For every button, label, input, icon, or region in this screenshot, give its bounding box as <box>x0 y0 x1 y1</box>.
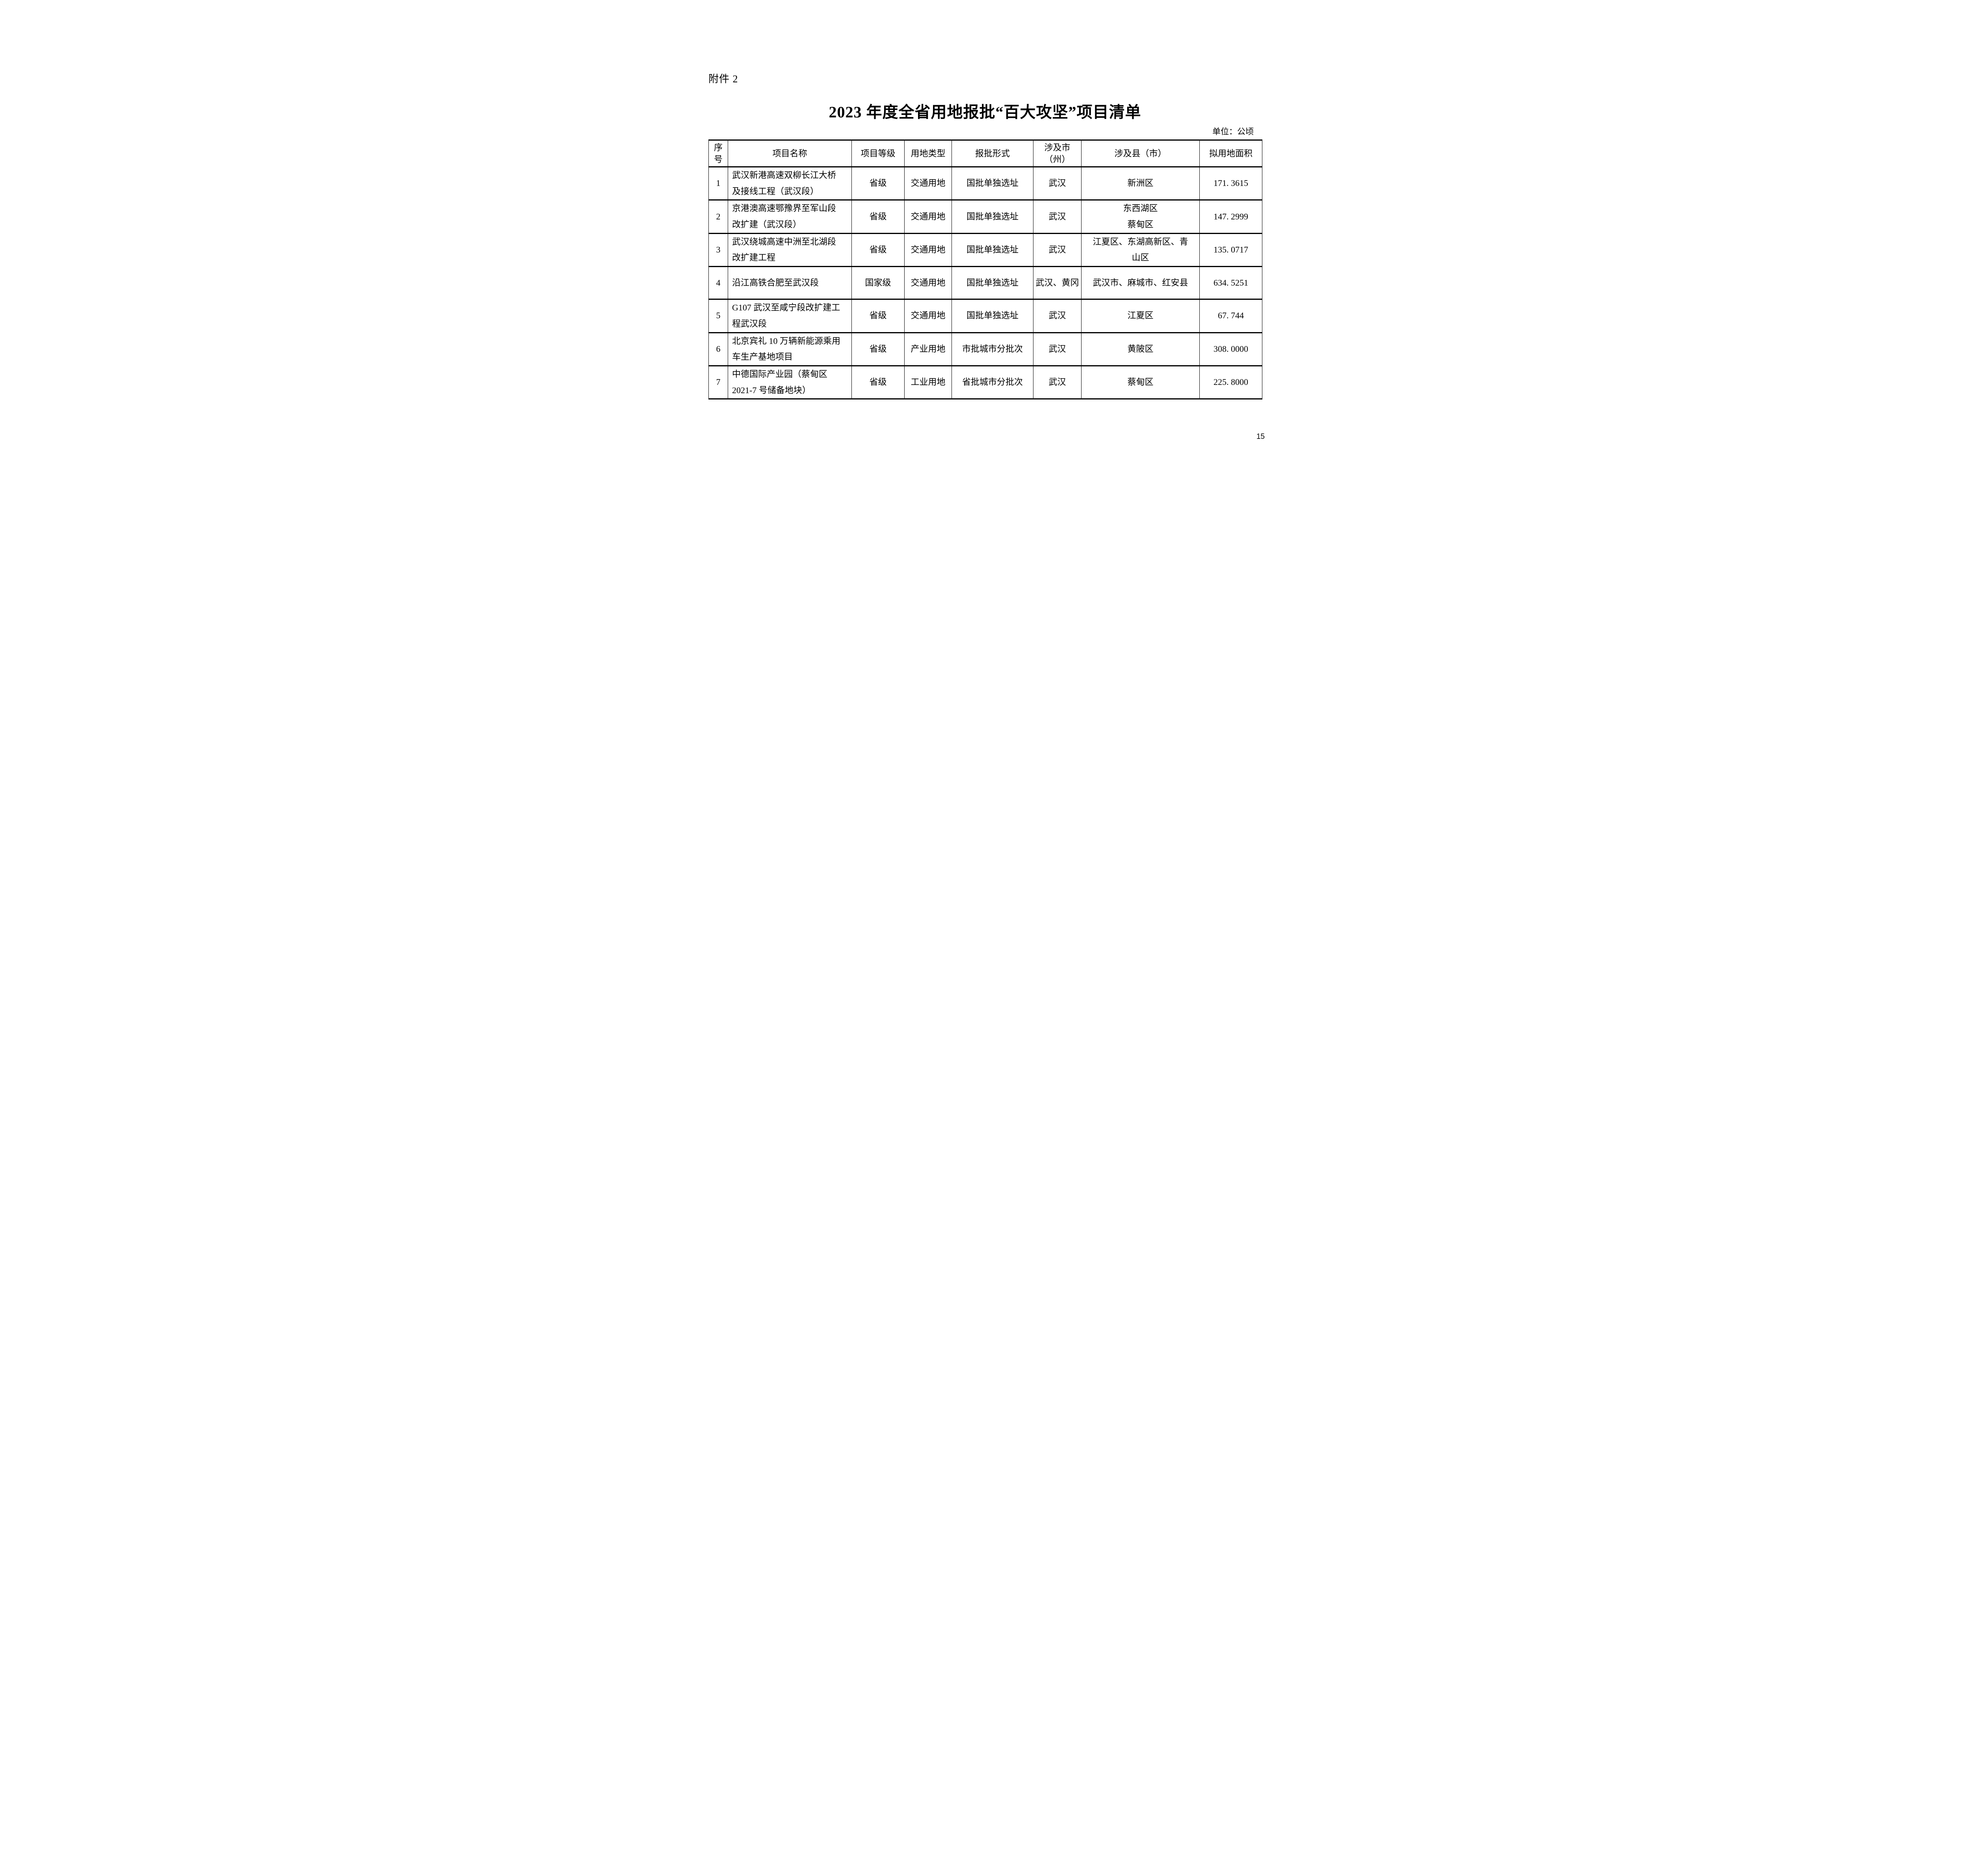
cell-project-name: 中德国际产业园（蔡甸区 2021-7 号储备地块） <box>728 365 852 400</box>
cell-city: 武汉 <box>1033 365 1082 400</box>
cell-project-level: 省级 <box>851 365 905 400</box>
page-number: 15 <box>1256 433 1265 441</box>
document-page: 附件 2 2023 年度全省用地报批“百大攻坚”项目清单 单位：公顷 序 号 项… <box>653 0 1317 469</box>
cell-no: 1 <box>708 166 728 201</box>
cell-city: 武汉 <box>1033 199 1082 234</box>
cell-county: 东西湖区 蔡甸区 <box>1081 199 1200 234</box>
cell-no: 2 <box>708 199 728 234</box>
cell-project-name: 武汉绕城高速中洲至北湖段 改扩建工程 <box>728 232 852 267</box>
cell-land-type: 交通用地 <box>904 199 952 234</box>
attachment-label: 附件 2 <box>708 73 738 85</box>
table-row: 5 G107 武汉至咸宁段改扩建工 程武汉段 省级 交通用地 国批单独选址 武汉… <box>708 299 1262 333</box>
column-header-approval-form: 报批形式 <box>952 139 1033 167</box>
table-row: 6 北京宾礼 10 万辆新能源乘用 车生产基地项目 省级 产业用地 市批城市分批… <box>708 332 1262 366</box>
cell-project-level: 省级 <box>851 199 905 234</box>
cell-project-level: 国家级 <box>851 266 905 300</box>
cell-land-type: 交通用地 <box>904 232 952 267</box>
cell-land-type: 工业用地 <box>904 365 952 400</box>
cell-county: 黄陂区 <box>1081 332 1200 366</box>
table-row: 4 沿江高铁合肥至武汉段 国家级 交通用地 国批单独选址 武汉、黄冈 武汉市、麻… <box>708 266 1262 300</box>
cell-land-type: 交通用地 <box>904 299 952 333</box>
cell-county: 江夏区、东湖高新区、青 山区 <box>1081 232 1200 267</box>
cell-project-level: 省级 <box>851 299 905 333</box>
cell-planned-area: 308. 0000 <box>1199 332 1262 366</box>
column-header-project-name: 项目名称 <box>728 139 852 167</box>
column-header-no: 序 号 <box>708 139 728 167</box>
cell-city: 武汉 <box>1033 332 1082 366</box>
table-row: 2 京港澳高速鄂豫界至军山段 改扩建（武汉段） 省级 交通用地 国批单独选址 武… <box>708 199 1262 234</box>
cell-approval-form: 国批单独选址 <box>952 166 1033 201</box>
cell-approval-form: 国批单独选址 <box>952 299 1033 333</box>
cell-no: 6 <box>708 332 728 366</box>
cell-project-name: 北京宾礼 10 万辆新能源乘用 车生产基地项目 <box>728 332 852 366</box>
cell-land-type: 交通用地 <box>904 166 952 201</box>
cell-project-name: 京港澳高速鄂豫界至军山段 改扩建（武汉段） <box>728 199 852 234</box>
cell-county: 蔡甸区 <box>1081 365 1200 400</box>
cell-city: 武汉 <box>1033 166 1082 201</box>
cell-project-level: 省级 <box>851 332 905 366</box>
cell-planned-area: 135. 0717 <box>1199 232 1262 267</box>
column-header-land-type: 用地类型 <box>904 139 952 167</box>
cell-no: 5 <box>708 299 728 333</box>
page-title: 2023 年度全省用地报批“百大攻坚”项目清单 <box>829 103 1141 121</box>
cell-county: 武汉市、麻城市、红安县 <box>1081 266 1200 300</box>
cell-approval-form: 国批单独选址 <box>952 266 1033 300</box>
column-header-planned-area: 拟用地面积 <box>1199 139 1262 167</box>
cell-land-type: 产业用地 <box>904 332 952 366</box>
table-row: 3 武汉绕城高速中洲至北湖段 改扩建工程 省级 交通用地 国批单独选址 武汉 江… <box>708 232 1262 267</box>
cell-planned-area: 147. 2999 <box>1199 199 1262 234</box>
cell-project-level: 省级 <box>851 232 905 267</box>
cell-county: 新洲区 <box>1081 166 1200 201</box>
cell-planned-area: 171. 3615 <box>1199 166 1262 201</box>
cell-approval-form: 市批城市分批次 <box>952 332 1033 366</box>
column-header-city: 涉及市（州） <box>1033 139 1082 167</box>
cell-planned-area: 634. 5251 <box>1199 266 1262 300</box>
projects-table: 序 号 项目名称 项目等级 用地类型 报批形式 涉及市（州） 涉及县（市） 拟用… <box>708 139 1262 400</box>
table-row: 7 中德国际产业园（蔡甸区 2021-7 号储备地块） 省级 工业用地 省批城市… <box>708 365 1262 400</box>
cell-land-type: 交通用地 <box>904 266 952 300</box>
cell-project-name: 沿江高铁合肥至武汉段 <box>728 266 852 300</box>
cell-approval-form: 省批城市分批次 <box>952 365 1033 400</box>
cell-approval-form: 国批单独选址 <box>952 232 1033 267</box>
cell-project-level: 省级 <box>851 166 905 201</box>
header-row: 序 号 项目名称 项目等级 用地类型 报批形式 涉及市（州） 涉及县（市） 拟用… <box>708 139 1262 167</box>
cell-no: 7 <box>708 365 728 400</box>
cell-planned-area: 67. 744 <box>1199 299 1262 333</box>
cell-city: 武汉、黄冈 <box>1033 266 1082 300</box>
cell-approval-form: 国批单独选址 <box>952 199 1033 234</box>
cell-city: 武汉 <box>1033 299 1082 333</box>
table-row: 1 武汉新港高速双柳长江大桥 及接线工程（武汉段） 省级 交通用地 国批单独选址… <box>708 166 1262 201</box>
column-header-project-level: 项目等级 <box>851 139 905 167</box>
cell-county: 江夏区 <box>1081 299 1200 333</box>
column-header-county: 涉及县（市） <box>1081 139 1200 167</box>
unit-note: 单位：公顷 <box>1212 127 1254 136</box>
cell-project-name: 武汉新港高速双柳长江大桥 及接线工程（武汉段） <box>728 166 852 201</box>
cell-no: 4 <box>708 266 728 300</box>
cell-planned-area: 225. 8000 <box>1199 365 1262 400</box>
cell-project-name: G107 武汉至咸宁段改扩建工 程武汉段 <box>728 299 852 333</box>
cell-no: 3 <box>708 232 728 267</box>
cell-city: 武汉 <box>1033 232 1082 267</box>
